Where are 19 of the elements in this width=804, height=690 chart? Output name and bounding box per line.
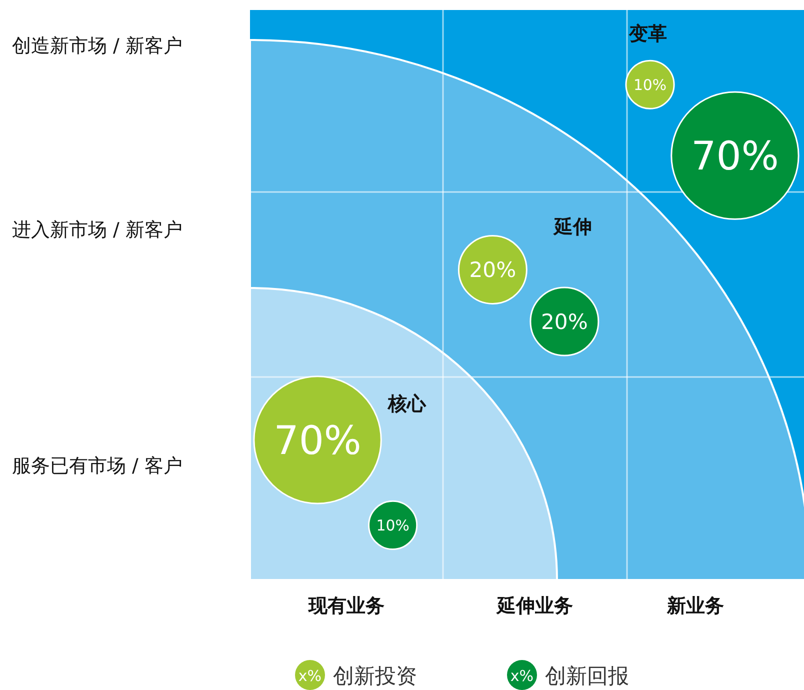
data-label: 20% xyxy=(469,257,516,282)
data-label: 20% xyxy=(541,308,588,334)
category-label: 延伸业务 xyxy=(495,595,573,617)
data-label: 70% xyxy=(691,134,779,180)
text: x% xyxy=(510,667,534,685)
data-label: 10% xyxy=(633,76,667,94)
text: 延伸 xyxy=(552,216,592,238)
text: 核心 xyxy=(387,393,427,415)
text: x% xyxy=(298,667,322,685)
category-label: 进入新市场 / 新客户 xyxy=(12,219,182,241)
text: 变革 xyxy=(628,23,667,45)
category-label: 新业务 xyxy=(666,595,724,617)
category-label: 现有业务 xyxy=(308,595,384,617)
data-label: 10% xyxy=(376,516,410,534)
category-label: 服务已有市场 / 客户 xyxy=(12,455,182,477)
legend-label: 创新回报 xyxy=(545,664,629,688)
legend-label: 创新投资 xyxy=(333,664,417,688)
data-label: 70% xyxy=(274,418,362,464)
category-label: 创造新市场 / 新客户 xyxy=(12,35,182,57)
